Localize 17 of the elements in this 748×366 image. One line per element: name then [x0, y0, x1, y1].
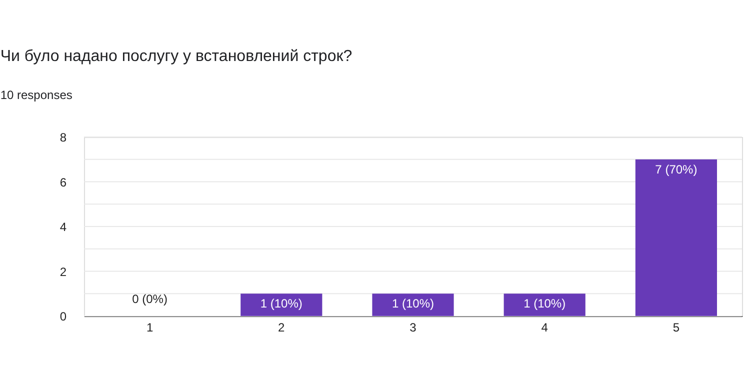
y-tick-label: 8 [60, 130, 67, 144]
data-label: 7 (70%) [655, 162, 698, 176]
x-tick-label: 5 [672, 320, 680, 334]
data-label: 1 (10%) [392, 296, 434, 311]
chart-title: Чи було надано послугу у встановлений строк? [0, 48, 352, 65]
x-tick-label: 1 [146, 320, 154, 334]
y-tick-label: 2 [60, 264, 67, 279]
y-tick-label: 4 [60, 220, 67, 234]
x-tick-label: 4 [541, 320, 548, 334]
y-tick-label: 0 [60, 310, 67, 324]
x-tick-label: 2 [278, 320, 286, 334]
chart-subtitle: 10 responses [0, 88, 72, 102]
data-label: 1 (10%) [524, 296, 566, 311]
y-tick-label: 6 [60, 175, 67, 190]
data-label: 0 (0%) [132, 292, 168, 306]
data-label: 1 (10%) [260, 296, 302, 311]
x-tick-label: 3 [410, 320, 417, 334]
